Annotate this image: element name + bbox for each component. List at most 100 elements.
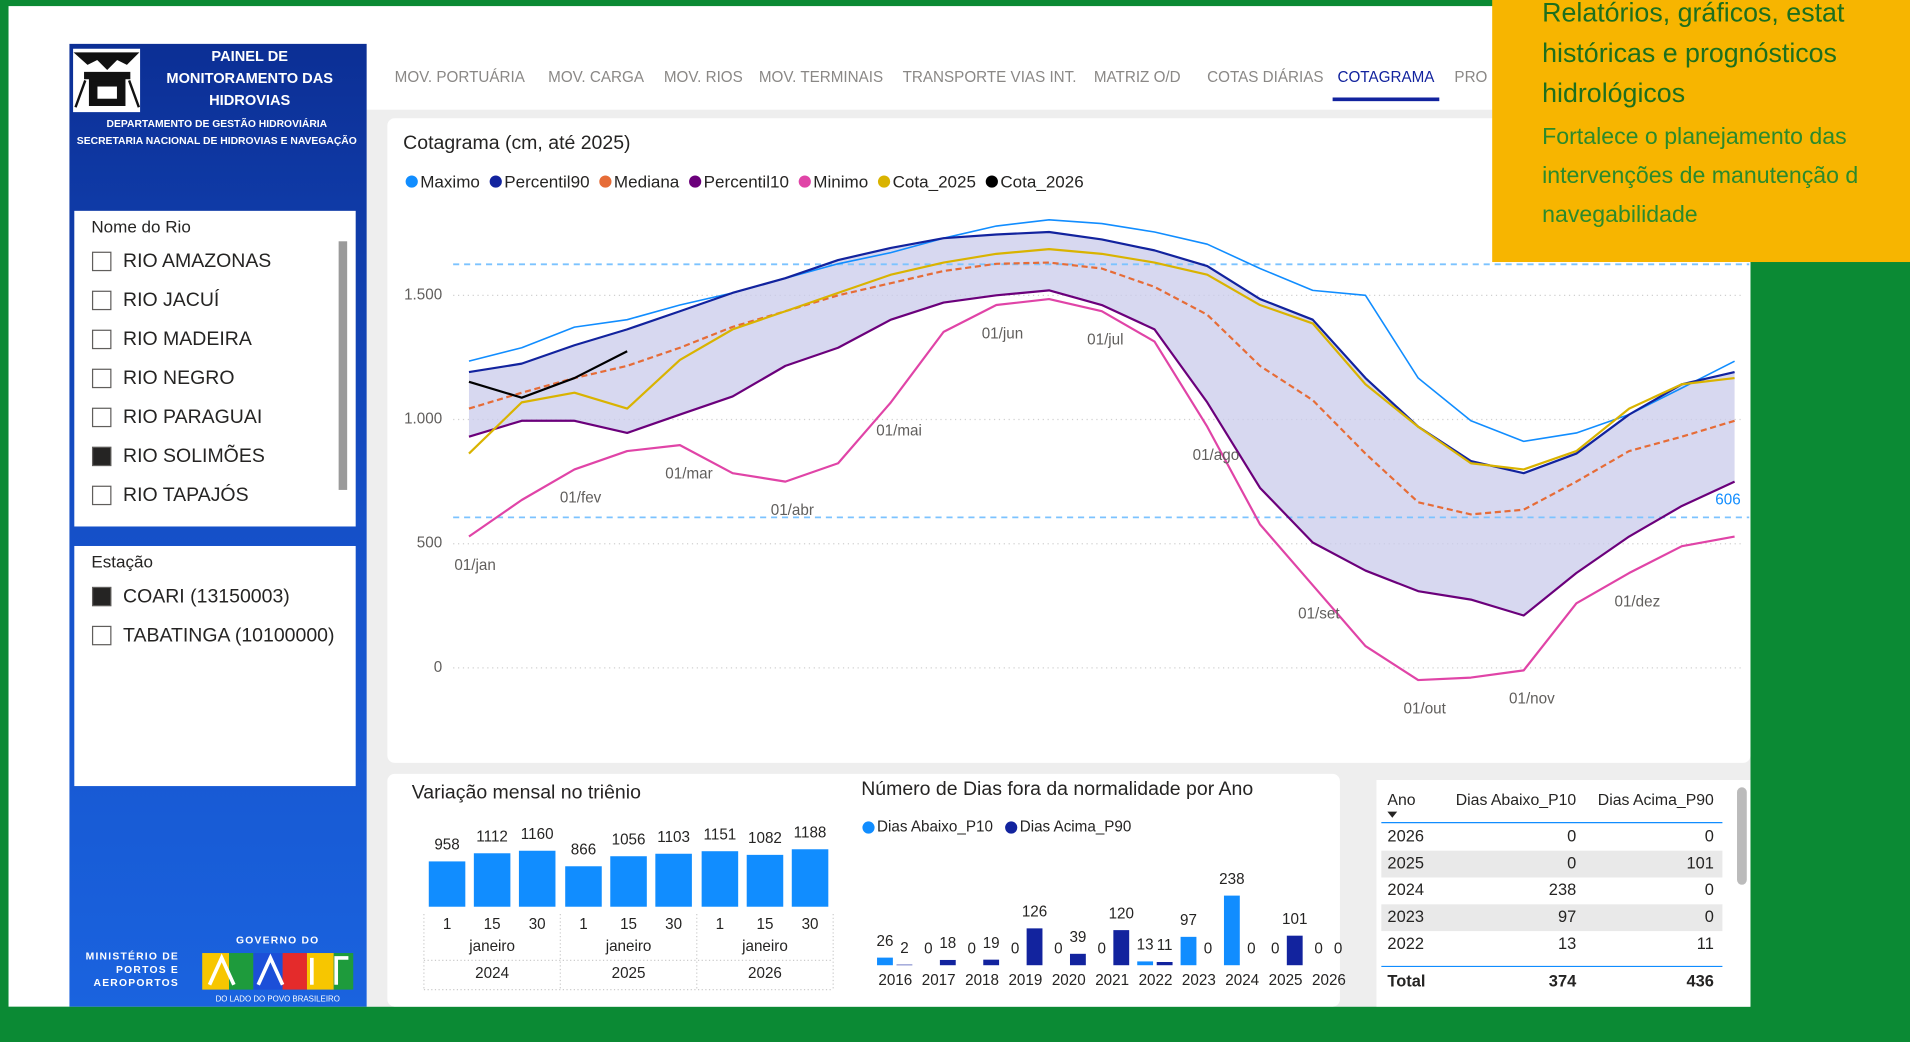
row-band bbox=[1381, 904, 1723, 932]
y-tick-label: 0 bbox=[434, 659, 442, 676]
series-line bbox=[468, 297, 1735, 682]
slicer-item[interactable]: RIO TAPAJÓS bbox=[123, 483, 249, 506]
slicer-item[interactable]: RIO JACUÍ bbox=[123, 288, 220, 311]
bar bbox=[701, 851, 739, 907]
month-label: janeiro bbox=[468, 938, 515, 955]
legend-marker bbox=[689, 175, 702, 188]
table-cell: 101 bbox=[1686, 854, 1713, 872]
bar bbox=[939, 959, 956, 966]
x-category-label: 01/mar bbox=[665, 465, 712, 482]
legend-label: Cota_2025 bbox=[893, 172, 976, 191]
x-category-label: 01/fev bbox=[560, 490, 602, 507]
tab[interactable]: MOV. CARGA bbox=[548, 69, 645, 86]
checkbox[interactable] bbox=[91, 251, 112, 272]
x-tick-label: 30 bbox=[802, 916, 819, 933]
station-slicer bbox=[74, 545, 356, 787]
tab[interactable]: MOV. TERMINAIS bbox=[759, 69, 883, 86]
x-category-label: 01/mai bbox=[876, 423, 922, 440]
bar bbox=[610, 856, 647, 907]
table-total: Total bbox=[1387, 973, 1425, 991]
x-category-label: 01/dez bbox=[1615, 593, 1661, 610]
x-tick-label: 1 bbox=[443, 916, 451, 933]
legend-marker bbox=[1005, 821, 1018, 834]
checkbox[interactable] bbox=[91, 625, 112, 646]
month-label: janeiro bbox=[605, 938, 652, 955]
value-label: 26 bbox=[876, 933, 893, 950]
sidebar-title: HIDROVIAS bbox=[209, 93, 290, 109]
x-category-label: 01/jan bbox=[454, 557, 495, 574]
value-label: 2 bbox=[900, 940, 908, 957]
table-card bbox=[1376, 779, 1751, 1007]
callout-text: navegabilidade bbox=[1542, 201, 1698, 227]
slicer-item[interactable]: RIO SOLIMÕES bbox=[123, 444, 265, 467]
x-tick-label: 2023 bbox=[1182, 972, 1216, 989]
x-tick-label: 2021 bbox=[1095, 972, 1129, 989]
bottom-card bbox=[387, 773, 1340, 1007]
legend-label: Percentil10 bbox=[704, 172, 789, 191]
table-cell: 0 bbox=[1567, 854, 1576, 872]
band bbox=[468, 231, 1735, 616]
bar bbox=[877, 957, 893, 966]
ministry-text: MINISTÉRIO DE bbox=[86, 949, 179, 962]
checkbox[interactable] bbox=[91, 407, 112, 428]
legend-marker bbox=[862, 821, 875, 834]
x-tick-label: 15 bbox=[757, 916, 774, 933]
tab[interactable]: MATRIZ O/D bbox=[1094, 69, 1181, 86]
table-cell: 0 bbox=[1567, 828, 1576, 846]
bar bbox=[1180, 936, 1197, 966]
checkbox[interactable] bbox=[91, 485, 112, 506]
legend-label: Dias Acima_P90 bbox=[1020, 819, 1132, 836]
series-line bbox=[468, 289, 1736, 617]
table-cell: 0 bbox=[1705, 828, 1714, 846]
bar bbox=[746, 854, 784, 907]
y-tick-label: 1.000 bbox=[404, 411, 442, 428]
value-label: 101 bbox=[1282, 911, 1307, 928]
ministry-text: PORTOS E bbox=[116, 965, 179, 976]
reference-label: 606 bbox=[1715, 491, 1740, 508]
slicer-item[interactable]: RIO PARAGUAI bbox=[123, 406, 262, 428]
checkbox[interactable] bbox=[91, 586, 112, 607]
x-tick-label: 2018 bbox=[965, 972, 999, 989]
value-label: 1103 bbox=[657, 829, 690, 846]
value-label: 1151 bbox=[704, 826, 737, 843]
slicer-item[interactable]: RIO NEGRO bbox=[123, 367, 234, 389]
x-category-label: 01/ago bbox=[1193, 447, 1240, 464]
table-cell: 0 bbox=[1705, 908, 1714, 926]
value-label: 0 bbox=[1314, 940, 1322, 957]
value-label: 0 bbox=[1271, 940, 1279, 957]
value-label: 1082 bbox=[748, 830, 782, 847]
tab[interactable]: MOV. RIOS bbox=[664, 69, 743, 86]
bar bbox=[1156, 962, 1173, 966]
tab[interactable]: MOV. PORTUÁRIA bbox=[395, 69, 526, 86]
checkbox[interactable] bbox=[91, 368, 112, 389]
slicer-item[interactable]: TABATINGA (10100000) bbox=[123, 624, 334, 646]
x-tick-label: 2020 bbox=[1052, 972, 1086, 989]
value-label: 0 bbox=[1054, 940, 1062, 957]
legend-marker bbox=[599, 175, 612, 188]
tab-underline bbox=[1332, 97, 1440, 102]
slogan-text: DO LADO DO POVO BRASILEIRO bbox=[216, 994, 340, 1003]
series-line bbox=[468, 219, 1735, 443]
series-line bbox=[468, 230, 1735, 475]
legend-label: Percentil90 bbox=[504, 172, 589, 191]
value-label: 0 bbox=[1247, 940, 1255, 957]
bar bbox=[655, 853, 692, 907]
x-tick-label: 30 bbox=[529, 916, 546, 933]
callout-text: históricas e prognósticos bbox=[1542, 38, 1837, 68]
value-label: 19 bbox=[983, 935, 1000, 952]
logo bbox=[73, 48, 141, 113]
slicer-item[interactable]: RIO MADEIRA bbox=[123, 328, 252, 350]
slicer-item[interactable]: RIO AMAZONAS bbox=[123, 250, 271, 272]
table-cell: 97 bbox=[1558, 908, 1576, 926]
checkbox[interactable] bbox=[91, 290, 112, 311]
tab[interactable]: PRO bbox=[1454, 69, 1487, 86]
slicer-item[interactable]: COARI (13150003) bbox=[123, 585, 290, 607]
tab[interactable]: TRANSPORTE VIAS INT. bbox=[903, 69, 1077, 86]
checkbox[interactable] bbox=[91, 446, 112, 467]
checkbox[interactable] bbox=[91, 329, 112, 350]
legend-label: Minimo bbox=[813, 172, 868, 191]
tab[interactable]: COTAGRAMA bbox=[1337, 69, 1435, 86]
tab[interactable]: COTAS DIÁRIAS bbox=[1207, 69, 1323, 86]
bar bbox=[1026, 928, 1043, 966]
